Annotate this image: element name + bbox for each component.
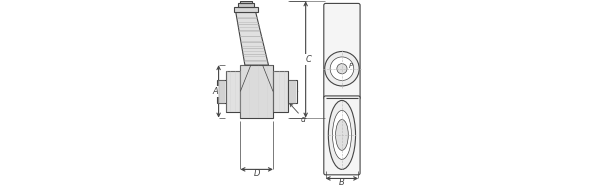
Bar <box>234 7 258 12</box>
Circle shape <box>325 52 359 86</box>
Text: C: C <box>306 55 312 64</box>
Ellipse shape <box>336 120 348 150</box>
Bar <box>226 70 240 112</box>
Text: D: D <box>253 169 260 178</box>
FancyBboxPatch shape <box>324 96 360 175</box>
Polygon shape <box>236 12 268 65</box>
Bar <box>240 1 252 3</box>
Circle shape <box>330 57 354 80</box>
Text: B: B <box>339 178 345 187</box>
Bar <box>240 65 273 118</box>
Bar <box>287 80 296 103</box>
Text: B: B <box>243 31 249 40</box>
Text: P: P <box>349 63 353 69</box>
FancyBboxPatch shape <box>324 3 360 100</box>
Circle shape <box>337 64 347 74</box>
Bar <box>217 80 226 103</box>
Ellipse shape <box>328 100 356 169</box>
Text: d: d <box>300 115 305 124</box>
Bar <box>237 3 254 7</box>
Ellipse shape <box>333 110 352 159</box>
Bar <box>273 70 287 112</box>
Text: A: A <box>212 87 218 96</box>
